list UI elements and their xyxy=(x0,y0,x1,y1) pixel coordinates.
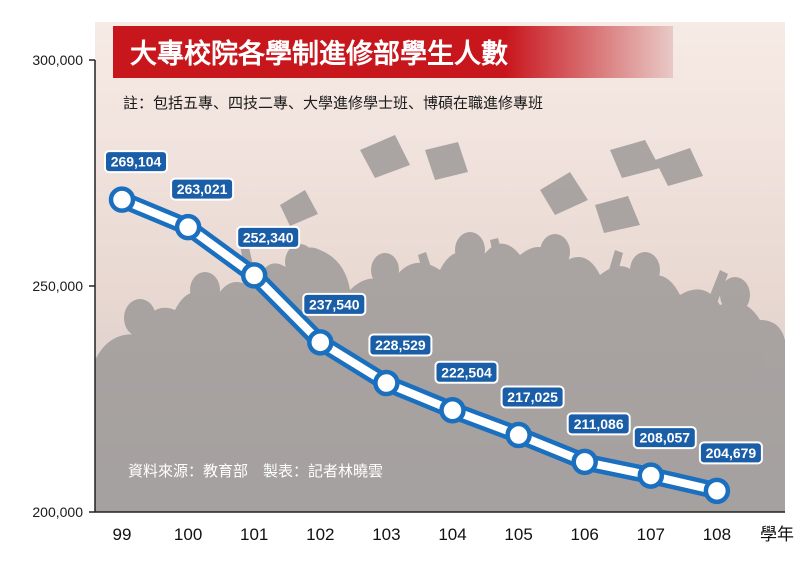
data-label-box xyxy=(434,360,499,384)
data-point xyxy=(373,369,400,397)
data-label: 222,504 xyxy=(441,364,492,380)
data-point xyxy=(571,448,598,476)
series-line xyxy=(108,186,731,505)
data-label-box xyxy=(236,225,301,249)
y-tick-label: 300,000 xyxy=(32,52,83,68)
x-tick-label: 104 xyxy=(438,525,466,544)
data-point xyxy=(240,262,268,289)
data-label-box xyxy=(368,333,433,357)
data-point xyxy=(439,397,466,424)
data-label: 228,529 xyxy=(375,337,426,353)
y-tick-label: 250,000 xyxy=(32,278,83,294)
x-tick-label: 106 xyxy=(571,525,599,544)
x-tick-label: 101 xyxy=(240,525,268,544)
data-label-box xyxy=(566,412,631,436)
data-label-box xyxy=(104,150,168,174)
y-tick-label: 200,000 xyxy=(32,504,83,520)
data-label-box xyxy=(170,177,235,201)
data-label: 269,104 xyxy=(111,154,162,170)
data-point xyxy=(108,186,136,213)
chart-title: 大專校院各學制進修部學生人數 xyxy=(130,38,508,70)
x-tick-label: 100 xyxy=(174,525,202,544)
x-tick-label: 108 xyxy=(703,525,731,544)
x-tick-label: 107 xyxy=(637,525,665,544)
data-labels: 269,104 263,021 252,340 237,540 228,529 222,5… xyxy=(104,150,763,465)
title-banner xyxy=(113,26,673,78)
data-label: 204,679 xyxy=(706,445,757,461)
data-point xyxy=(307,329,334,356)
data-label-box xyxy=(302,292,367,316)
data-label-box xyxy=(632,426,697,450)
data-point xyxy=(174,213,202,241)
y-axis-ticks: 200,000 250,000 300,000 xyxy=(32,52,95,520)
x-tick-label: 102 xyxy=(306,525,334,544)
data-label-box xyxy=(698,441,763,465)
data-label: 211,086 xyxy=(574,416,624,432)
x-axis-unit: 學年 xyxy=(760,525,794,545)
data-point xyxy=(637,462,665,489)
data-point xyxy=(505,421,532,449)
source-credit: 資料來源：教育部 製表：記者林曉雲 xyxy=(128,462,383,480)
data-label: 208,057 xyxy=(639,430,690,446)
x-tick-label: 105 xyxy=(504,525,532,544)
data-label: 237,540 xyxy=(309,296,360,312)
data-label: 252,340 xyxy=(243,229,294,245)
data-label-box xyxy=(500,385,565,409)
x-tick-label: 99 xyxy=(113,525,132,544)
data-label: 263,021 xyxy=(177,181,228,197)
chart-note: 註：包括五專、四技二專、大學進修學士班、博碩在職進修專班 xyxy=(123,94,543,112)
series-line-inner xyxy=(118,195,721,495)
x-axis-ticks: 99 100 101 102 103 104 105 106 107 108 xyxy=(113,525,732,544)
data-label: 217,025 xyxy=(507,389,558,405)
x-tick-label: 103 xyxy=(372,525,400,544)
data-point xyxy=(703,477,731,505)
